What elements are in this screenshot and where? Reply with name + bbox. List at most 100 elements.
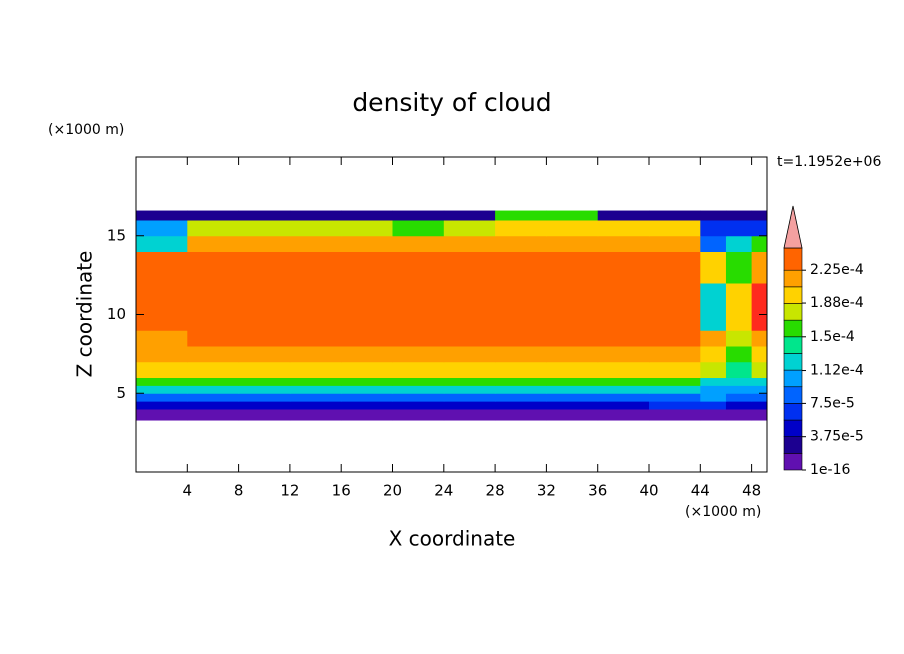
x-tick-label: 8 [234,482,244,500]
contour-cell [392,283,445,331]
contour-cell [187,330,240,347]
contour-cell [341,330,394,347]
colorbar-tick-label: 1.12e-4 [810,363,864,379]
contour-cell [443,330,496,347]
x-tick-label: 12 [280,482,299,500]
colorbar-band [783,353,803,371]
contour-cell [289,235,342,252]
contour-cell [546,409,599,421]
x-tick-label: 16 [332,482,351,500]
contour-cell [725,283,753,331]
colorbar-band [783,247,803,271]
x-tick-label: 36 [588,482,607,500]
contour-cell [187,283,240,331]
contour-cell [136,377,188,386]
contour-cell [289,393,342,402]
contour-cell [546,330,599,347]
contour-cell [649,251,701,284]
contour-cell [649,385,701,394]
contour-cell [597,401,650,410]
colorbar-band [783,436,803,454]
contour-cell [187,377,240,386]
contour-cell [546,210,599,221]
contour-cell [751,361,768,378]
contour-cell [495,361,547,378]
y-unit: (×1000 m) [48,122,124,138]
colorbar-tick-label: 2.25e-4 [810,262,864,278]
contour-cell [649,330,701,347]
contour-cell [238,409,291,421]
contour-cell [725,346,753,363]
contour-cell [341,401,394,410]
contour-cell [751,393,768,402]
chart-title: density of cloud [352,88,551,117]
x-tick-label: 44 [691,482,710,500]
contour-cell [289,361,342,378]
contour-cell [136,385,188,394]
contour-cell [495,251,547,284]
contour-cell [700,283,727,331]
contour-cell [392,377,445,386]
contour-cell [187,220,240,237]
contour-cell [392,385,445,394]
contour-cell [649,409,701,421]
contour-cell [136,393,188,402]
colorbar-tick-label: 1.5e-4 [810,329,855,345]
contour-cell [725,361,753,378]
contour-cell [725,385,753,394]
contour-cell [341,210,394,221]
contour-cell [649,361,701,378]
contour-cell [238,235,291,252]
contour-cell [238,220,291,237]
contour-cell [443,346,496,363]
contour-cell [546,235,599,252]
contour-cell [725,409,753,421]
y-tick-label: 10 [107,305,126,323]
contour-cell [546,346,599,363]
contour-cell [341,346,394,363]
contour-cell [136,401,188,410]
contour-cell [392,235,445,252]
contour-cell [392,401,445,410]
contour-cell [495,235,547,252]
contour-cell [751,401,768,410]
contour-cell [187,409,240,421]
contour-cell [392,361,445,378]
contour-cell [392,251,445,284]
contour-cell [700,235,727,252]
contour-cell [289,220,342,237]
colorbar-band [783,303,803,321]
contour-cell [443,235,496,252]
contour-cell [443,220,496,237]
y-axis-label: Z coordinate [73,251,97,378]
contour-cell [238,251,291,284]
contour-cell [700,220,727,237]
x-tick-label: 32 [537,482,556,500]
contour-cell [649,346,701,363]
contour-cell [495,377,547,386]
contour-cell [751,210,768,221]
contour-cell [136,346,188,363]
contour-cell [649,393,701,402]
contour-cell [700,330,727,347]
contour-cell [597,235,650,252]
x-tick-label: 28 [486,482,505,500]
colorbar-band [783,336,803,354]
contour-cell [341,220,394,237]
contour-cell [443,210,496,221]
contour-cell [238,361,291,378]
contour-cell [136,330,188,347]
contour-cell [136,220,188,237]
contour-cell [187,361,240,378]
x-unit: (×1000 m) [685,504,761,520]
contour-cell [443,401,496,410]
contour-cell [238,385,291,394]
contour-cell [289,210,342,221]
contour-cell [700,210,727,221]
contour-cell [289,251,342,284]
contour-cell [238,401,291,410]
contour-cell [649,283,701,331]
contour-cell [495,210,547,221]
contour-cell [443,361,496,378]
contour-cell [238,210,291,221]
